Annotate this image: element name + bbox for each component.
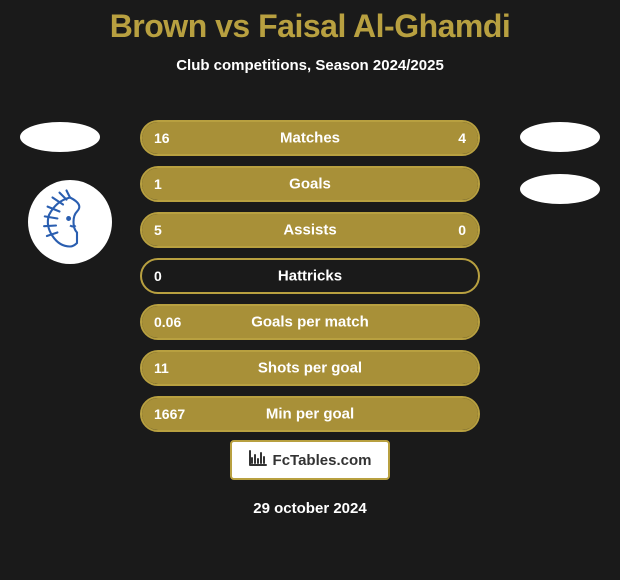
team-badge-right-top — [520, 122, 600, 152]
stat-label: Matches — [142, 130, 478, 147]
stat-value-left: 1 — [154, 176, 162, 192]
page-title: Brown vs Faisal Al-Ghamdi — [0, 0, 620, 45]
stat-row: Matches16 4 — [140, 120, 480, 156]
stat-row: Hattricks0 — [140, 258, 480, 294]
comparison-bars: Matches164Goals1Assists50Hattricks0Goals… — [140, 120, 480, 442]
stat-value-left: 16 — [154, 130, 170, 146]
stat-value-left: 0 — [154, 268, 162, 284]
stat-value-left: 5 — [154, 222, 162, 238]
brand-badge: FcTables.com — [230, 440, 390, 480]
stat-label: Assists — [142, 222, 478, 239]
stat-row: Assists5 0 — [140, 212, 480, 248]
stat-label: Goals per match — [142, 314, 478, 331]
stat-label: Min per goal — [142, 406, 478, 423]
stat-row: Min per goal1667 — [140, 396, 480, 432]
team-badge-left-top — [20, 122, 100, 152]
team-logo-left — [28, 180, 112, 264]
stat-value-left: 0.06 — [154, 314, 181, 330]
footer-date: 29 october 2024 — [0, 500, 620, 517]
page-subtitle: Club competitions, Season 2024/2025 — [0, 57, 620, 74]
stat-label: Hattricks — [142, 268, 478, 285]
chart-icon — [249, 450, 267, 471]
stat-value-left: 11 — [154, 360, 169, 376]
stat-row: Shots per goal11 — [140, 350, 480, 386]
stat-label: Shots per goal — [142, 360, 478, 377]
chief-head-icon — [35, 187, 105, 257]
stat-value-left: 1667 — [154, 406, 185, 422]
stat-row: Goals1 — [140, 166, 480, 202]
stat-value-right: 0 — [458, 222, 466, 238]
team-badge-right-mid — [520, 174, 600, 204]
stat-row: Goals per match0.06 — [140, 304, 480, 340]
stat-label: Goals — [142, 176, 478, 193]
stat-value-right: 4 — [458, 130, 466, 146]
brand-text: FcTables.com — [273, 452, 372, 469]
